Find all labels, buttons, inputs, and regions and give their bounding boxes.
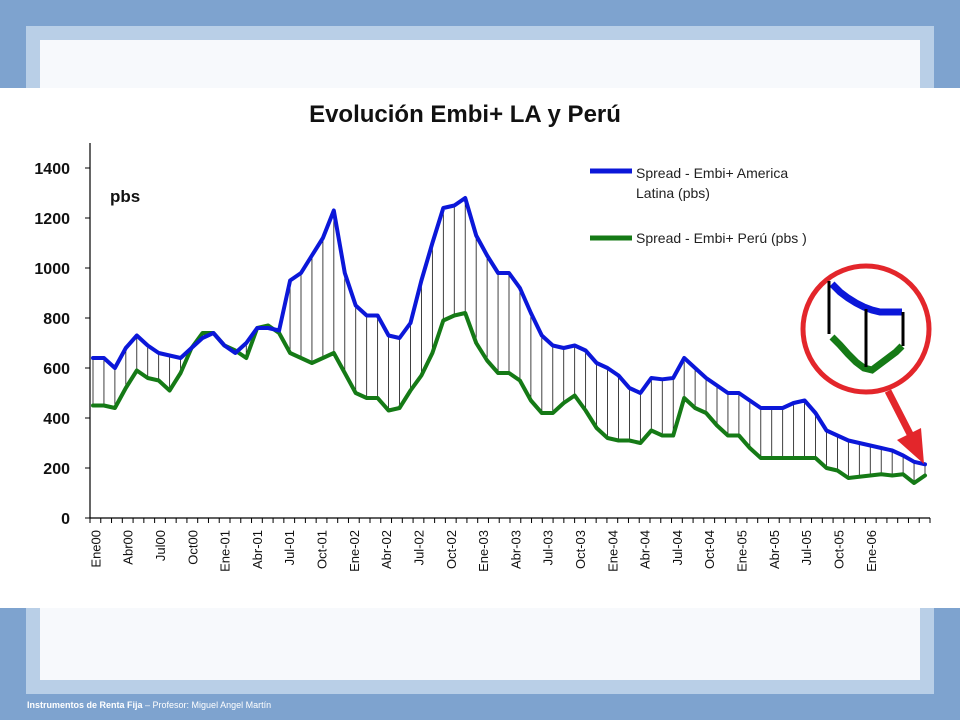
mini-peru-line bbox=[829, 334, 905, 374]
x-tick-label: Abr00 bbox=[121, 530, 136, 565]
zoom-callout bbox=[800, 263, 932, 464]
x-tick-label: Jul-01 bbox=[282, 530, 297, 565]
footer-professor: – Profesor: Miguel Angel Martín bbox=[142, 700, 272, 710]
spread-hatch bbox=[92, 198, 926, 483]
y-tick-label: 800 bbox=[43, 311, 70, 328]
x-tick-label: Ene-01 bbox=[218, 530, 233, 572]
x-tick-label: Jul00 bbox=[153, 530, 168, 561]
y-tick-label: 400 bbox=[43, 411, 70, 428]
x-tick-label: Jul-05 bbox=[799, 530, 814, 565]
x-tick-label: Abr-03 bbox=[508, 530, 523, 569]
chart-title: Evolución Embi+ LA y Perú bbox=[309, 101, 621, 128]
x-tick-label: Ene-02 bbox=[347, 530, 362, 572]
series-line bbox=[91, 196, 927, 467]
legend-label-la: Spread - Embi+ America Latina (pbs) bbox=[636, 165, 788, 201]
x-tick-label: Abr-02 bbox=[379, 530, 394, 569]
y-tick-label: 0 bbox=[61, 511, 70, 528]
chart-svg: Evolución Embi+ LA y Perú pbs 0 200 400 600… bbox=[34, 101, 932, 572]
x-tick-label: Abr-04 bbox=[638, 530, 653, 569]
y-unit-label: pbs bbox=[110, 187, 140, 206]
legend-label-la-line1: Spread - Embi+ America bbox=[636, 165, 788, 181]
x-tick-label: Oct-02 bbox=[444, 530, 459, 569]
y-tick-label: 1400 bbox=[34, 161, 70, 178]
callout-mini-chart bbox=[827, 281, 905, 374]
x-tick-label: Jul-02 bbox=[411, 530, 426, 565]
callout-arrow-shaft bbox=[884, 389, 915, 438]
x-tick-label: Oct-05 bbox=[831, 530, 846, 569]
x-tick-label: Oct-03 bbox=[573, 530, 588, 569]
y-tick-label: 1200 bbox=[34, 211, 70, 228]
chart-axes: 0 200 400 600 800 1000 1200 1400 Ene00 Abr00 Jul00… bbox=[34, 143, 931, 572]
y-tick-label: 600 bbox=[43, 361, 70, 378]
x-tick-label: Ene-06 bbox=[864, 530, 879, 572]
x-tick-label: Ene-05 bbox=[735, 530, 750, 572]
footer-course: Instrumentos de Renta Fija bbox=[27, 700, 143, 710]
x-tick-label: Jul-03 bbox=[541, 530, 556, 565]
x-tick-label: Ene-03 bbox=[476, 530, 491, 572]
series-lines bbox=[91, 196, 927, 485]
x-tick-label: Abr-01 bbox=[250, 530, 265, 569]
x-tick-label: Ene00 bbox=[88, 530, 103, 568]
x-tick-label: Ene-04 bbox=[605, 530, 620, 572]
chart-panel: Evolución Embi+ LA y Perú pbs 0 200 400 600… bbox=[0, 88, 960, 608]
x-tick-label: Oct00 bbox=[185, 530, 200, 565]
slide-footer: Instrumentos de Renta Fija – Profesor: M… bbox=[27, 700, 271, 710]
mini-la-line bbox=[829, 281, 902, 316]
legend-label-peru: Spread - Embi+ Perú (pbs ) bbox=[636, 230, 807, 246]
x-tick-label: Oct-04 bbox=[702, 530, 717, 569]
chart-legend: Spread - Embi+ America Latina (pbs) Sprea… bbox=[590, 165, 807, 246]
callout-arrow-head bbox=[897, 428, 924, 464]
y-tick-label: 1000 bbox=[34, 261, 70, 278]
x-tick-label: Jul-04 bbox=[670, 530, 685, 565]
x-tick-label: Oct-01 bbox=[315, 530, 330, 569]
y-tick-label: 200 bbox=[43, 461, 70, 478]
legend-label-la-line2: Latina (pbs) bbox=[636, 185, 710, 201]
x-tick-label: Abr-05 bbox=[767, 530, 782, 569]
